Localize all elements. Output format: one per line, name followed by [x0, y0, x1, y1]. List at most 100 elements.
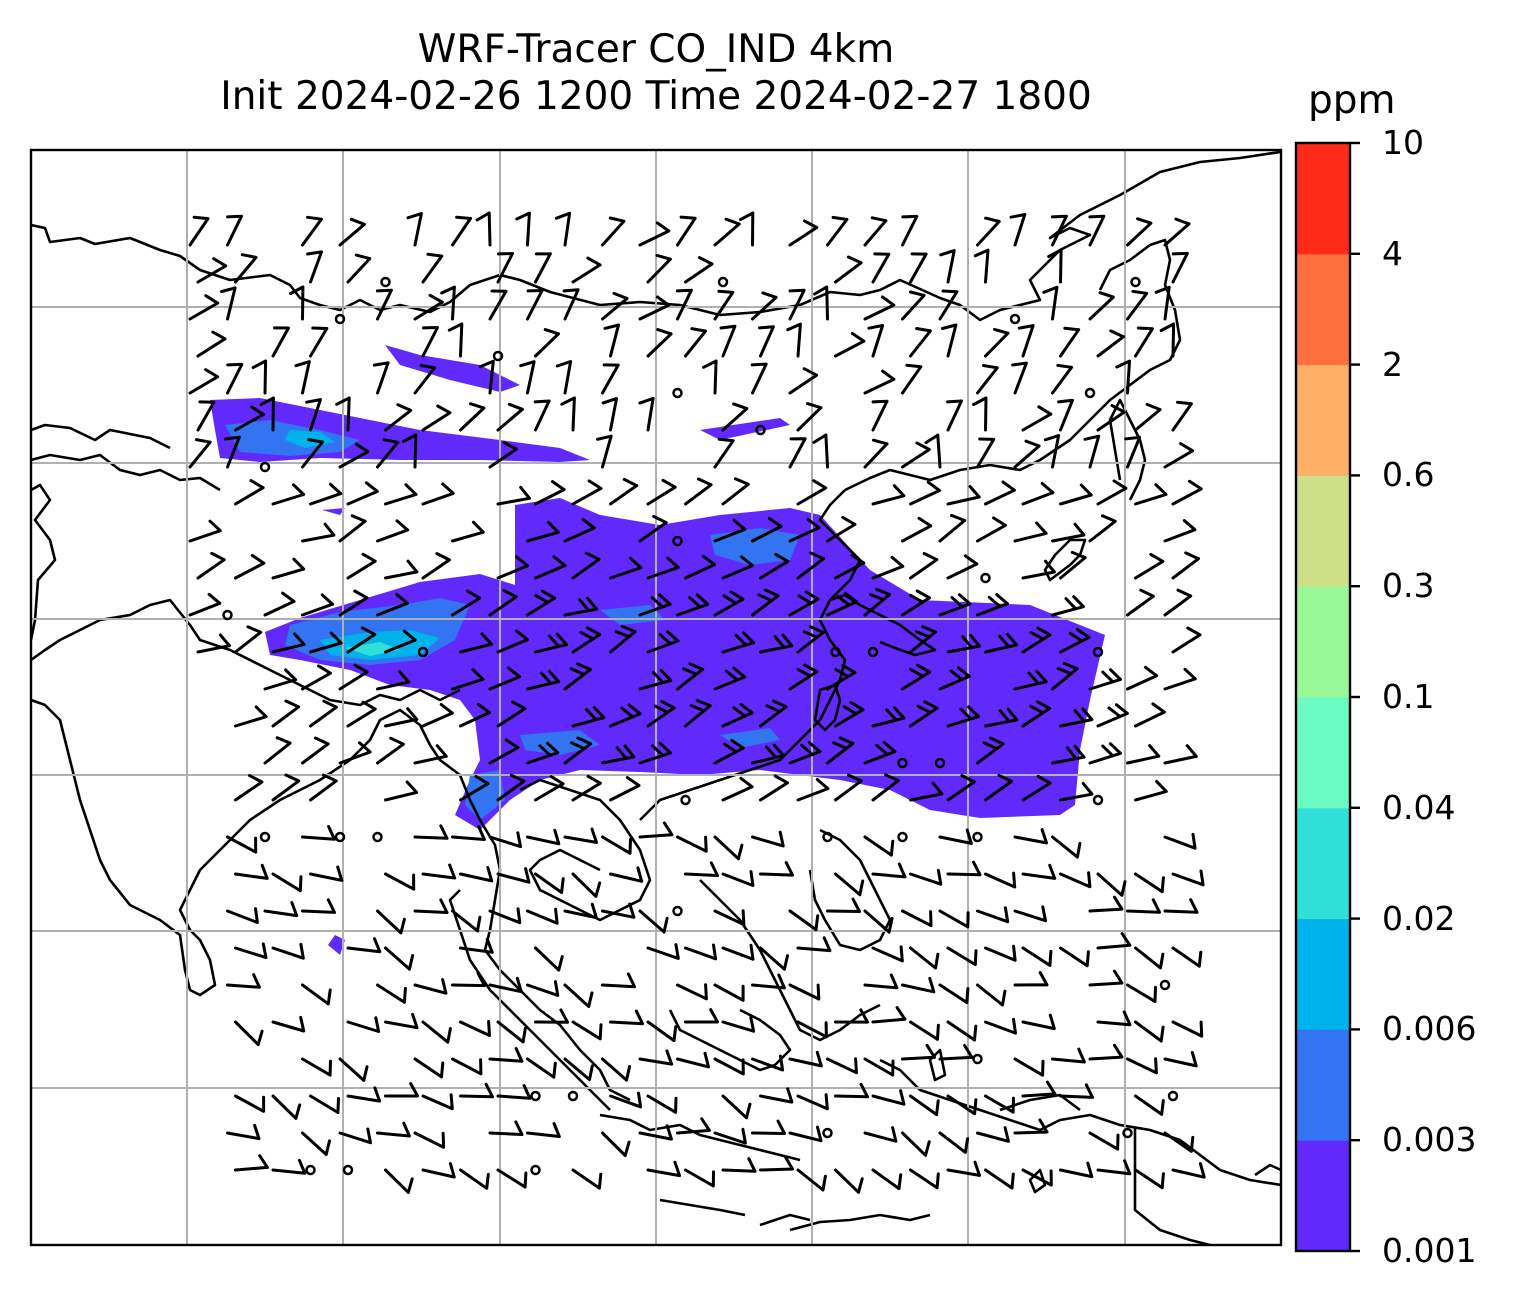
wind-barb — [788, 1125, 823, 1143]
colorbar-tick-label: 0.006 — [1382, 1009, 1477, 1049]
wind-barb — [1134, 552, 1165, 580]
wind-barb — [601, 363, 620, 395]
wind-barb — [826, 591, 859, 617]
wind-barb — [301, 898, 336, 914]
wind-barb — [421, 1162, 456, 1179]
wind-barb — [1126, 744, 1161, 765]
wind-barb — [609, 1091, 643, 1109]
wind-barb — [496, 1168, 528, 1189]
wind-barb — [496, 402, 524, 432]
wind-barb — [938, 513, 967, 543]
wind-barb — [301, 215, 323, 247]
wind-barb — [421, 404, 452, 432]
wind-barb — [684, 943, 718, 961]
wind-barb — [684, 1168, 715, 1188]
wind-barb — [563, 736, 593, 765]
wind-barb — [376, 1121, 411, 1138]
colorbar-tick-label: 2 — [1382, 344, 1403, 384]
wind-barb — [1126, 289, 1149, 321]
wind-barb — [384, 946, 415, 971]
wind-barb — [421, 703, 454, 728]
wind-barb — [534, 555, 567, 580]
wind-barb — [759, 552, 790, 580]
wind-barb — [924, 433, 942, 469]
wind-barb — [1126, 898, 1161, 914]
wind-barb — [596, 434, 613, 469]
calm-wind-circle — [672, 387, 683, 399]
calm-wind-circle — [334, 831, 346, 843]
wind-barb — [1013, 1118, 1049, 1135]
wind-barb — [1171, 251, 1189, 284]
wind-barb — [488, 441, 518, 469]
wind-barb — [609, 776, 641, 802]
wind-barb — [1126, 588, 1155, 617]
wind-barb — [451, 825, 486, 841]
wind-barb — [234, 774, 264, 802]
colorbar-tick-label: 4 — [1382, 233, 1403, 273]
wind-barb — [984, 944, 1017, 962]
wind-barb — [1021, 946, 1053, 967]
wind-barb — [676, 215, 697, 247]
wind-barb — [459, 866, 494, 883]
wind-barb — [384, 629, 417, 654]
wind-barb — [609, 477, 639, 506]
wind-barb — [440, 285, 456, 321]
wind-barb — [475, 211, 492, 247]
wind-barb — [560, 396, 576, 432]
wind-barb — [372, 361, 390, 395]
wind-barb — [901, 1131, 931, 1157]
wind-barb — [1096, 479, 1128, 506]
wind-barb — [676, 288, 693, 321]
wind-barb — [421, 482, 455, 506]
wind-barb — [1088, 895, 1124, 913]
wind-barb — [555, 211, 572, 247]
wind-barb — [638, 909, 669, 934]
wind-barb — [684, 861, 719, 877]
wind-barb — [571, 1020, 603, 1041]
wind-barb — [721, 943, 755, 961]
wind-barb — [413, 824, 449, 840]
wind-barb — [1126, 217, 1153, 247]
wind-barb — [496, 867, 531, 884]
wind-barb — [938, 593, 972, 617]
wind-barb — [646, 556, 680, 580]
wind-barb — [571, 479, 603, 506]
calm-wind-circle — [672, 905, 683, 917]
wind-barb — [1042, 285, 1059, 321]
wind-barb — [338, 514, 367, 543]
wind-barb — [676, 662, 705, 691]
wind-barb — [1088, 214, 1106, 247]
wind-barb — [788, 367, 819, 395]
calm-wind-circle — [897, 757, 908, 769]
wind-barb — [563, 518, 596, 543]
wind-barb — [447, 322, 464, 358]
wind-barb — [938, 828, 973, 845]
calm-wind-circle — [717, 276, 729, 288]
wind-barb — [638, 821, 674, 839]
wind-barb — [984, 871, 1017, 889]
wind-barb — [1051, 595, 1085, 617]
wind-barb — [871, 252, 891, 284]
wind-barb — [1051, 522, 1086, 543]
wind-barb — [796, 625, 825, 654]
colorbar-tick-label: 0.001 — [1382, 1231, 1477, 1270]
wind-barb — [1088, 668, 1122, 691]
wind-barb — [1088, 742, 1122, 765]
wind-barb — [909, 700, 939, 728]
wind-barb — [451, 668, 485, 691]
calm-wind-circle — [680, 794, 691, 806]
wind-barb — [571, 774, 602, 802]
wind-barb — [834, 553, 866, 580]
plume-main — [265, 498, 1105, 830]
wind-barb — [1088, 291, 1115, 321]
wind-barb — [684, 256, 714, 284]
wind-barb — [1059, 871, 1092, 889]
wind-barb — [721, 870, 755, 887]
wind-barb — [1134, 483, 1168, 506]
wind-barb — [788, 983, 821, 1001]
calm-wind-circle — [1092, 646, 1104, 658]
wind-barb — [301, 1131, 331, 1156]
wind-barb — [234, 942, 268, 960]
wind-barb — [812, 433, 829, 469]
